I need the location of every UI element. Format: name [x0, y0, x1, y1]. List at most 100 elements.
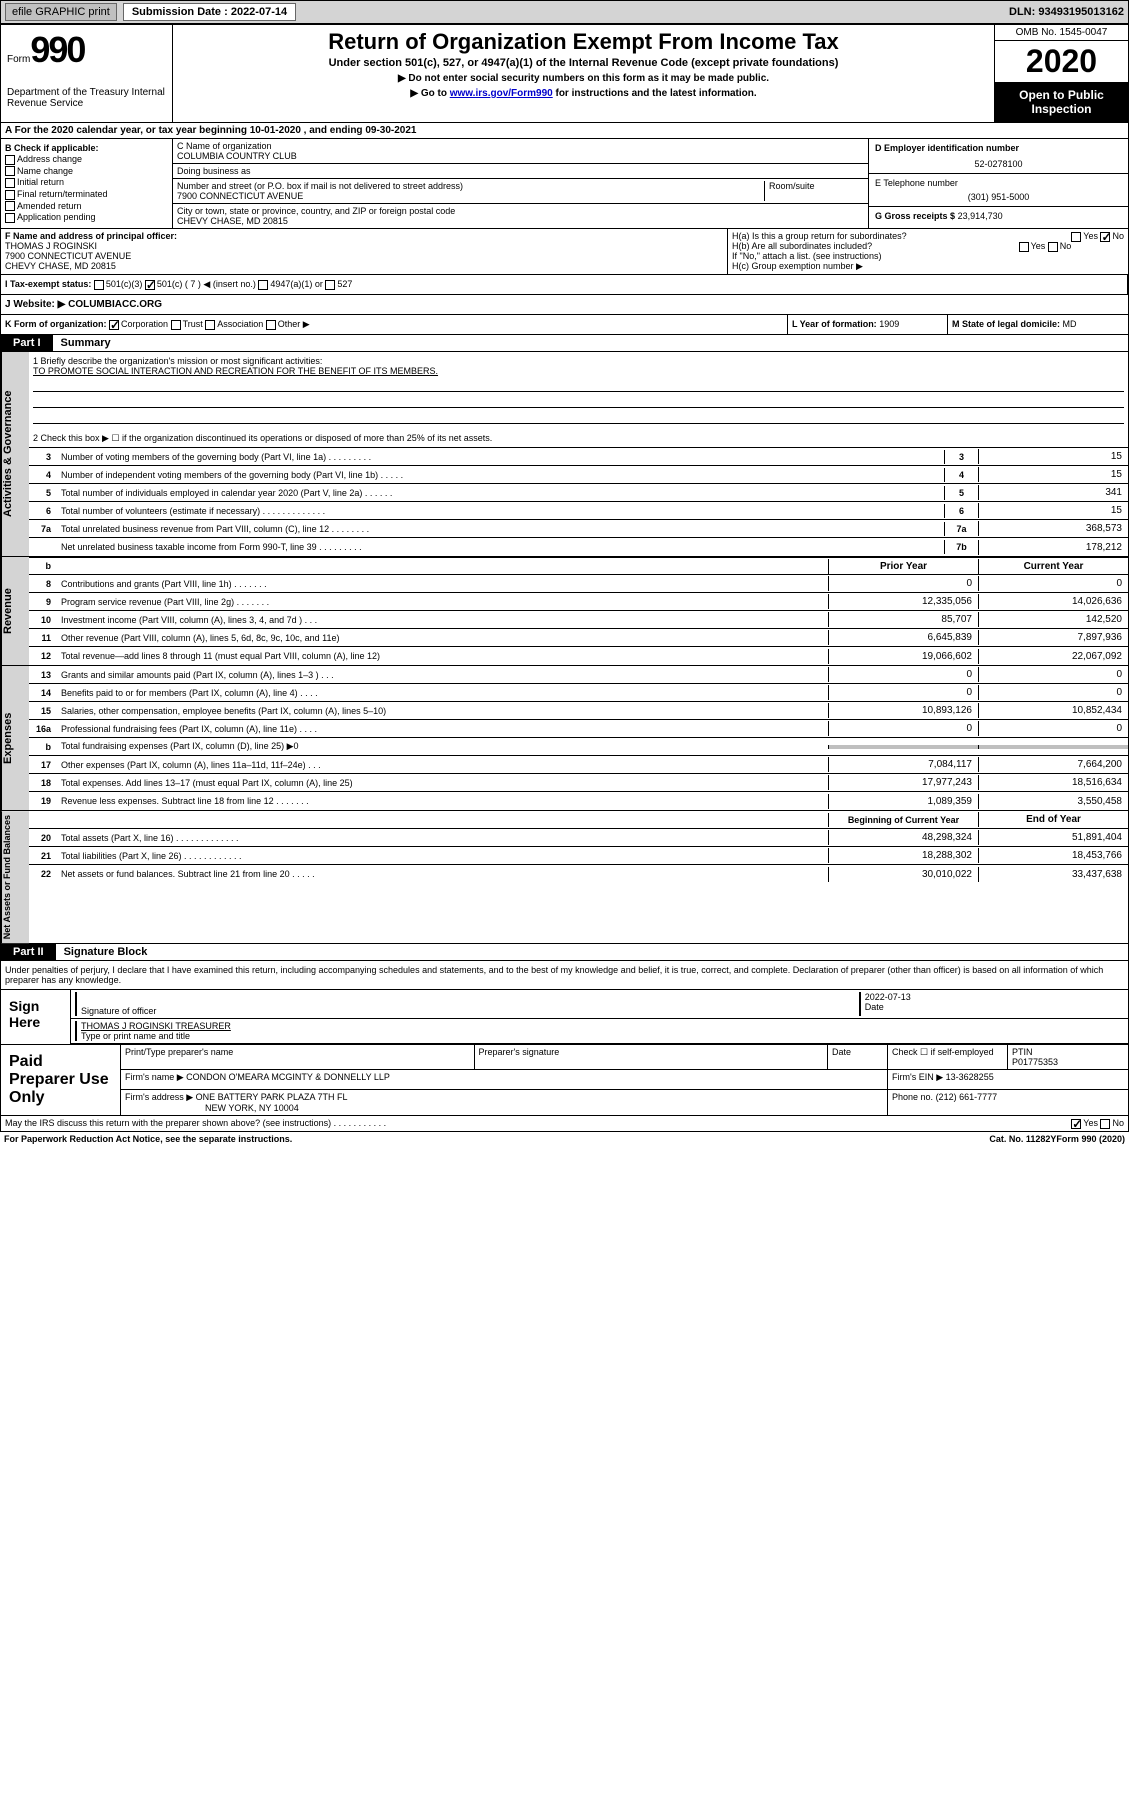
mission-box: 1 Briefly describe the organization's mi… — [29, 352, 1128, 430]
current-val: 0 — [978, 685, 1128, 700]
year-box: OMB No. 1545-0047 2020 Open to Public In… — [994, 25, 1128, 122]
activities-governance: Activities & Governance 1 Briefly descri… — [0, 352, 1129, 557]
chk-amended[interactable]: Amended return — [5, 201, 168, 212]
form-label: Form — [7, 54, 30, 65]
hdr-current: Current Year — [978, 559, 1128, 574]
instr-ssn: ▶ Do not enter social security numbers o… — [181, 73, 986, 84]
irs-link[interactable]: www.irs.gov/Form990 — [450, 88, 553, 99]
hdr-end: End of Year — [978, 812, 1128, 827]
hb-note: If "No," attach a list. (see instruction… — [732, 251, 1124, 261]
chk-app[interactable]: Application pending — [5, 212, 168, 223]
i-501c3: 501(c)(3) — [106, 279, 143, 289]
current-val: 33,437,638 — [978, 867, 1128, 882]
k-label: K Form of organization: — [5, 319, 107, 329]
prior-val: 6,645,839 — [828, 630, 978, 645]
line-num: 13 — [29, 670, 57, 680]
form-number: 990 — [30, 29, 84, 70]
form-header: Form990 Department of the Treasury Inter… — [0, 24, 1129, 123]
k-trust: Trust — [183, 319, 203, 329]
prior-val: 0 — [828, 576, 978, 591]
form-ref: Form 990 (2020) — [1056, 1134, 1125, 1144]
room-suite: Room/suite — [764, 181, 864, 201]
ein-value2: 13-3628255 — [946, 1072, 994, 1082]
line-desc: Benefits paid to or for members (Part IX… — [57, 686, 828, 700]
line-desc: Net assets or fund balances. Subtract li… — [57, 867, 828, 881]
ha-label: H(a) Is this a group return for subordin… — [732, 231, 907, 241]
line-num: 17 — [29, 760, 57, 770]
k-other: Other ▶ — [278, 319, 310, 329]
firm-label: Firm's name ▶ — [125, 1072, 184, 1082]
ein-label: D Employer identification number — [875, 143, 1122, 153]
section-h: H(a) Is this a group return for subordin… — [728, 229, 1128, 274]
instr-link: ▶ Go to www.irs.gov/Form990 for instruct… — [181, 88, 986, 99]
sig-type-label: Type or print name and title — [81, 1031, 1124, 1041]
chk-address-lbl: Address change — [17, 154, 82, 164]
line-desc: Number of independent voting members of … — [57, 468, 944, 482]
line-box: 3 — [944, 450, 978, 464]
sig-name: THOMAS J ROGINSKI TREASURER — [81, 1021, 1124, 1031]
line-num: b — [29, 742, 57, 752]
line-box: 4 — [944, 468, 978, 482]
section-d-e-g: D Employer identification number 52-0278… — [868, 139, 1128, 228]
line-desc: Other revenue (Part VIII, column (A), li… — [57, 631, 828, 645]
section-b: B Check if applicable: Address change Na… — [1, 139, 173, 228]
part1-tag: Part I — [1, 335, 53, 351]
cat-no: Cat. No. 11282Y — [989, 1134, 1056, 1144]
discuss-row: May the IRS discuss this return with the… — [0, 1116, 1129, 1132]
mission-text: TO PROMOTE SOCIAL INTERACTION AND RECREA… — [33, 366, 1124, 376]
website-label: J Website: ▶ — [5, 299, 65, 310]
hb-label: H(b) Are all subordinates included? — [732, 241, 872, 251]
current-val: 10,852,434 — [978, 703, 1128, 718]
addr-label: Number and street (or P.O. box if mail i… — [177, 181, 764, 191]
current-val: 51,891,404 — [978, 830, 1128, 845]
current-val: 18,453,766 — [978, 848, 1128, 863]
subtitle: Under section 501(c), 527, or 4947(a)(1)… — [181, 57, 986, 69]
k-corp: Corporation — [121, 319, 168, 329]
signature-block: Under penalties of perjury, I declare th… — [0, 961, 1129, 1045]
ptin-value: P01775353 — [1012, 1057, 1058, 1067]
line-val: 15 — [978, 503, 1128, 518]
gross-label: G Gross receipts $ — [875, 211, 955, 221]
i-4947: 4947(a)(1) or — [270, 279, 323, 289]
chk-final[interactable]: Final return/terminated — [5, 189, 168, 200]
chk-app-lbl: Application pending — [17, 212, 96, 222]
form-title: Return of Organization Exempt From Incom… — [181, 29, 986, 55]
footer: For Paperwork Reduction Act Notice, see … — [0, 1132, 1129, 1146]
line-num: 18 — [29, 778, 57, 788]
chk-address[interactable]: Address change — [5, 154, 168, 165]
chk-initial-lbl: Initial return — [17, 177, 64, 187]
prior-val: 12,335,056 — [828, 594, 978, 609]
hdr-prior: Prior Year — [828, 559, 978, 574]
prior-val: 10,893,126 — [828, 703, 978, 718]
current-val: 14,026,636 — [978, 594, 1128, 609]
firm-name: CONDON O'MEARA MCGINTY & DONNELLY LLP — [186, 1072, 390, 1082]
section-f: F Name and address of principal officer:… — [1, 229, 728, 274]
line-desc: Total unrelated business revenue from Pa… — [57, 522, 944, 536]
prior-val: 48,298,324 — [828, 830, 978, 845]
firm-addr-label: Firm's address ▶ — [125, 1092, 193, 1102]
chk-name-lbl: Name change — [17, 166, 73, 176]
org-name-label: C Name of organization — [177, 141, 864, 151]
officer-label: F Name and address of principal officer: — [5, 231, 723, 241]
firm-addr1: ONE BATTERY PARK PLAZA 7TH FL — [196, 1092, 348, 1102]
chk-initial[interactable]: Initial return — [5, 177, 168, 188]
i-label: I Tax-exempt status: — [5, 279, 91, 289]
prior-val: 1,089,359 — [828, 794, 978, 809]
city-state-zip: CHEVY CHASE, MD 20815 — [177, 216, 864, 226]
chk-name[interactable]: Name change — [5, 166, 168, 177]
part1-title: Summary — [53, 337, 111, 349]
prior-val: 30,010,022 — [828, 867, 978, 882]
line-desc: Investment income (Part VIII, column (A)… — [57, 613, 828, 627]
section-c: C Name of organization COLUMBIA COUNTRY … — [173, 139, 868, 228]
efile-button[interactable]: efile GRAPHIC print — [5, 3, 117, 21]
submission-date: Submission Date : 2022-07-14 — [123, 3, 296, 21]
top-bar: efile GRAPHIC print Submission Date : 20… — [0, 0, 1129, 24]
org-name: COLUMBIA COUNTRY CLUB — [177, 151, 864, 161]
mission-label: 1 Briefly describe the organization's mi… — [33, 356, 1124, 366]
line-num: 6 — [29, 506, 57, 516]
line-num: 10 — [29, 615, 57, 625]
line-num: 11 — [29, 633, 57, 643]
hb-yes: Yes — [1031, 241, 1046, 251]
section-i: I Tax-exempt status: 501(c)(3) 501(c) ( … — [0, 275, 1129, 295]
sig-date-label: Date — [865, 1002, 1124, 1012]
